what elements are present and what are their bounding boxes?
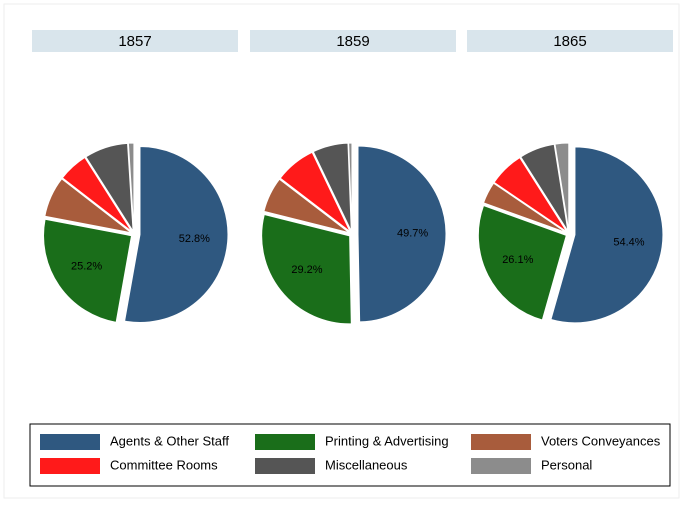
panel-title: 1865	[553, 33, 586, 50]
data-label: 52.8%	[179, 233, 210, 245]
legend-swatch	[255, 458, 315, 474]
panel-title: 1857	[118, 33, 151, 50]
panel-title-bar	[32, 30, 238, 52]
legend-label: Printing & Advertising	[325, 433, 449, 448]
legend-swatch	[471, 458, 531, 474]
legend-swatch	[255, 434, 315, 450]
legend-swatch	[40, 434, 100, 450]
legend-label: Miscellaneous	[325, 457, 408, 472]
panel-title-bar	[250, 30, 456, 52]
pie-slice	[493, 156, 568, 233]
data-label: 25.2%	[71, 261, 102, 273]
pie-slice	[261, 213, 352, 325]
legend-swatch	[40, 458, 100, 474]
pie-slice	[263, 178, 350, 234]
pie-slice	[123, 146, 229, 324]
data-label: 26.1%	[502, 254, 533, 266]
pie-slice	[127, 142, 135, 232]
legend-label: Voters Conveyances	[541, 433, 661, 448]
legend-label: Agents & Other Staff	[110, 433, 229, 448]
legend-label: Committee Rooms	[110, 457, 218, 472]
pie-slice	[312, 142, 352, 232]
pie-slice	[357, 145, 447, 323]
pie-slice	[85, 142, 134, 232]
pie-slice	[482, 182, 567, 234]
data-label: 29.2%	[291, 264, 322, 276]
legend-label: Personal	[541, 457, 592, 472]
pie-slice	[550, 146, 664, 324]
panel-title: 1859	[336, 33, 369, 50]
pie-slice	[279, 151, 351, 233]
data-label: 54.4%	[613, 236, 644, 248]
pie-slice	[43, 218, 133, 323]
data-label: 49.7%	[397, 227, 428, 239]
pie-slice	[348, 142, 353, 232]
pie-slice	[520, 143, 569, 232]
legend-swatch	[471, 434, 531, 450]
legend-box	[29, 423, 671, 487]
panel-title-bar	[467, 30, 673, 52]
pie-slice	[477, 204, 567, 321]
pie-slice	[554, 142, 570, 232]
pie-slice	[44, 178, 132, 234]
pie-slice	[61, 156, 133, 233]
